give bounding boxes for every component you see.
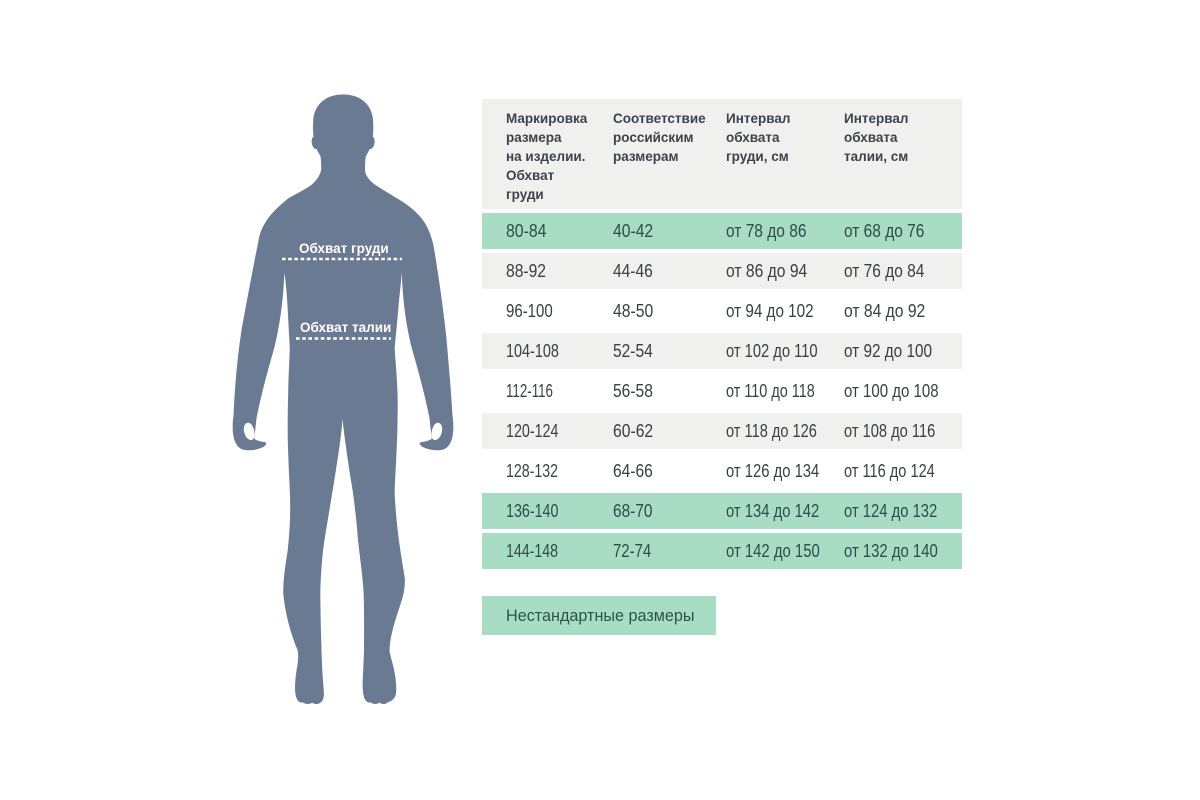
svg-text:Обхват груди: Обхват груди xyxy=(299,241,389,256)
svg-text:Обхват талии: Обхват талии xyxy=(300,320,391,335)
